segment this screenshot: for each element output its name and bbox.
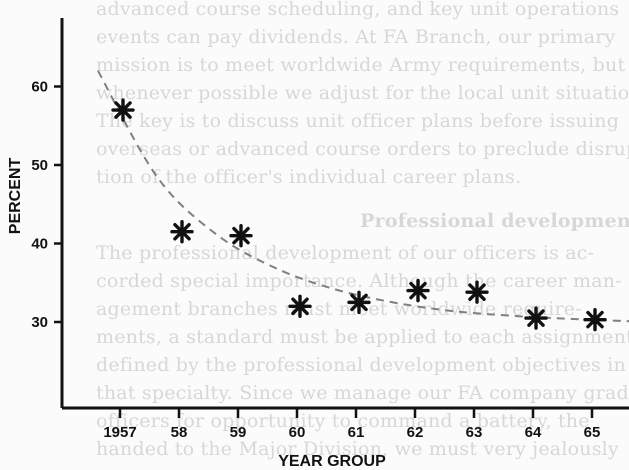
y-axis-title: PERCENT <box>7 158 24 235</box>
x-tick-label: 61 <box>348 424 365 441</box>
data-point-star <box>524 306 548 330</box>
x-ticks: 1957 58 59 60 61 62 63 64 65 <box>103 408 600 441</box>
background-text-line: corded special importance. Although the … <box>96 270 622 292</box>
y-tick-label: 30 <box>31 314 48 331</box>
x-tick-label: 64 <box>525 424 542 441</box>
x-tick-label: 63 <box>466 424 483 441</box>
trend-line <box>97 70 629 323</box>
data-point-star <box>111 98 135 122</box>
x-tick-label: 62 <box>407 424 424 441</box>
background-text-line: mission is to meet worldwide Army requir… <box>96 54 626 76</box>
background-text-line: that specialty. Since we manage our FA c… <box>96 382 629 404</box>
y-tick-label: 40 <box>31 236 48 253</box>
x-tick-label: 1957 <box>103 424 136 441</box>
background-text-line: Professional development <box>360 210 629 232</box>
axes <box>60 18 629 410</box>
data-point-star <box>465 280 489 304</box>
data-point-star <box>347 290 371 315</box>
y-tick-label: 60 <box>31 79 48 96</box>
data-point-star <box>229 223 253 248</box>
x-axis-title: YEAR GROUP <box>278 453 386 470</box>
data-point-star <box>170 220 194 244</box>
background-text-line: overseas or advanced course orders to pr… <box>96 138 629 160</box>
y-ticks: 30 40 50 60 <box>31 79 62 331</box>
background-text-line: advanced course scheduling, and key unit… <box>96 0 620 20</box>
background-text-line: handed to the Major Division, we must ve… <box>96 438 619 460</box>
x-tick-label: 60 <box>289 424 306 441</box>
background-text-line: whenever possible we adjust for the loca… <box>96 82 629 104</box>
background-text-line: agement branches must meet worldwide req… <box>96 298 582 320</box>
data-point-star <box>583 307 607 332</box>
x-tick-label: 58 <box>171 424 188 441</box>
y-tick-label: 50 <box>31 157 48 174</box>
x-tick-label: 59 <box>230 424 247 441</box>
data-points <box>111 98 607 332</box>
background-text-line: The key is to discuss unit officer plans… <box>96 110 620 132</box>
background-text-line: events can pay dividends. At FA Branch, … <box>96 26 616 48</box>
background-text-line: ments, a standard must be applied to eac… <box>96 326 629 348</box>
background-text-line: officers for opportunity to command a ba… <box>96 410 590 432</box>
background-text-line: defined by the professional development … <box>96 354 626 376</box>
background-text-line: tion of the officer's individual career … <box>96 166 522 188</box>
background-text-line: The professional development of our offi… <box>96 242 595 264</box>
data-point-star <box>406 278 430 303</box>
data-point-star <box>288 294 312 318</box>
x-tick-label: 65 <box>584 424 601 441</box>
